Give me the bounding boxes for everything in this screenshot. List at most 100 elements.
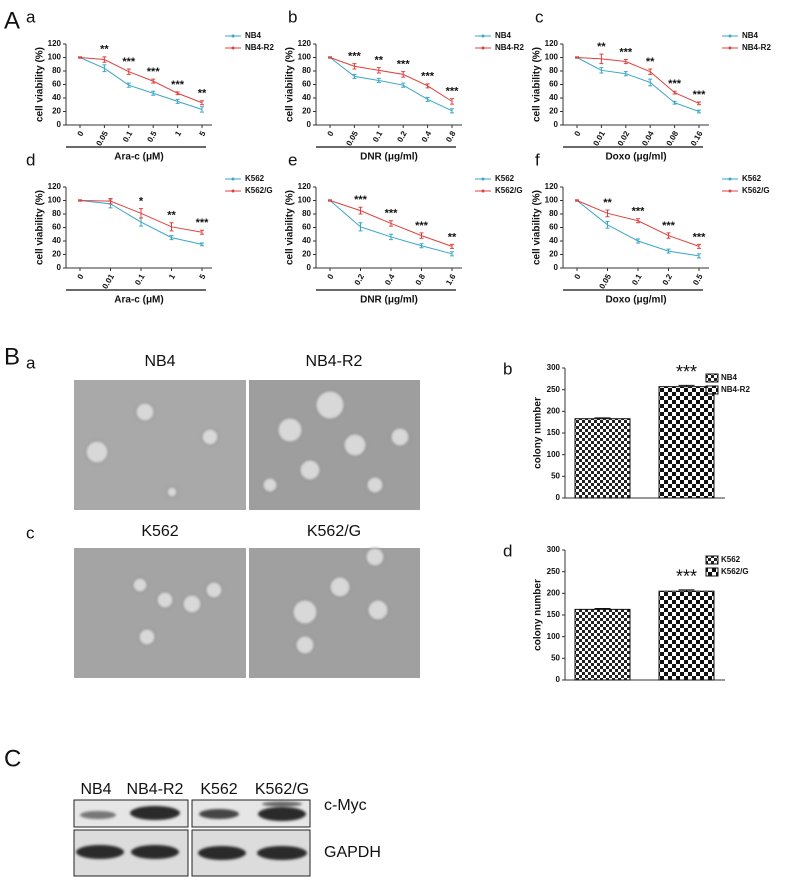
x-tick-label: 0	[573, 129, 583, 138]
legend-label: K562	[245, 174, 265, 183]
section-label: B	[4, 343, 20, 370]
section-label: C	[4, 745, 21, 772]
x-tick-label: 5	[198, 129, 208, 138]
error-bar	[139, 208, 143, 219]
legend-label: K562/G	[721, 567, 749, 576]
significance: ***	[348, 50, 362, 62]
x-tick-label: 0.5	[145, 129, 159, 144]
y-tick-label: 0	[307, 120, 312, 129]
legend-label: K562/G	[742, 186, 770, 195]
micrograph-title: K562/G	[307, 523, 361, 540]
error-bar	[169, 222, 174, 232]
legend-label: K562	[721, 555, 741, 564]
y-tick-label: 150	[547, 428, 561, 437]
x-tick-label: 0.02	[616, 129, 632, 147]
line-series	[79, 57, 203, 104]
y-axis-label: cell viability (%)	[285, 190, 296, 265]
x-tick-label: 0	[326, 129, 336, 138]
y-tick-label: 80	[302, 66, 311, 75]
y-tick-label: 20	[549, 107, 558, 116]
y-tick-label: 50	[551, 471, 560, 480]
error-bar	[102, 64, 107, 73]
significance: ***	[415, 220, 429, 232]
y-tick-label: 100	[545, 196, 559, 205]
y-tick-label: 80	[52, 66, 61, 75]
legend-marker	[728, 34, 732, 38]
y-axis-label: cell viability (%)	[532, 47, 543, 122]
legend-marker	[481, 189, 485, 193]
x-axis-label: DNR (μg/ml)	[360, 295, 418, 306]
y-tick-label: 40	[52, 236, 61, 245]
micrograph-title: NB4	[144, 353, 175, 370]
error-bar	[666, 248, 671, 254]
x-tick-label: 0.8	[444, 129, 458, 144]
y-tick-label: 0	[57, 263, 62, 272]
x-tick-label: 1.6	[444, 272, 458, 287]
y-tick-label: 100	[547, 632, 561, 641]
x-tick-label: 0	[573, 272, 583, 281]
x-tick-label: 0.2	[661, 272, 675, 287]
error-bar	[450, 108, 454, 114]
panel-label: f	[535, 150, 540, 169]
significance: ***	[662, 220, 676, 232]
y-tick-label: 20	[52, 250, 61, 259]
error-bar	[575, 56, 579, 59]
legend-label: NB4-R2	[721, 385, 750, 394]
y-tick-label: 0	[554, 263, 559, 272]
error-bar	[678, 384, 695, 387]
error-bar	[108, 197, 113, 205]
error-bar	[200, 100, 204, 106]
lane-label: K562	[200, 781, 237, 798]
error-bar	[352, 63, 357, 70]
micrograph-title: K562	[141, 523, 178, 540]
error-bar	[200, 242, 204, 247]
protein-label: c-Myc	[324, 797, 367, 814]
error-bar	[401, 82, 406, 88]
y-tick-label: 60	[302, 80, 311, 89]
panel-label: e	[288, 150, 297, 169]
y-tick-label: 300	[547, 363, 561, 372]
significance: **	[375, 55, 384, 67]
error-bar	[678, 589, 695, 592]
legend-marker	[481, 177, 485, 181]
error-bar	[623, 71, 628, 77]
x-tick-label: 0.16	[689, 129, 705, 147]
panel-label: d	[26, 150, 35, 169]
y-tick-label: 100	[48, 196, 62, 205]
significance: ***	[122, 56, 136, 68]
x-tick-label: 0.8	[414, 272, 428, 287]
panel-label: a	[26, 7, 36, 26]
x-tick-label: 0.05	[597, 272, 613, 290]
y-tick-label: 20	[549, 250, 558, 259]
error-bar	[697, 109, 701, 114]
panel-label: b	[503, 359, 512, 378]
y-tick-label: 50	[551, 653, 560, 662]
y-axis-label: cell viability (%)	[532, 190, 543, 265]
significance: ***	[147, 66, 161, 78]
error-bar	[126, 82, 131, 88]
legend-marker	[231, 177, 235, 181]
legend-marker	[728, 177, 732, 181]
significance: ***	[693, 231, 707, 243]
y-axis-label: cell viability (%)	[35, 47, 46, 122]
significance: ***	[619, 46, 633, 58]
x-axis-label: Doxo (μg/ml)	[605, 295, 666, 306]
error-bar	[139, 217, 143, 227]
legend-label: NB4-R2	[245, 43, 274, 52]
y-axis-label: colony number	[533, 397, 544, 469]
significance: ***	[668, 78, 682, 90]
y-tick-label: 60	[302, 223, 311, 232]
legend-label: NB4-R2	[495, 43, 524, 52]
legend-marker	[481, 46, 485, 50]
y-tick-label: 80	[549, 209, 558, 218]
error-bar	[151, 78, 156, 84]
error-bar	[151, 90, 156, 96]
error-bar	[672, 90, 677, 95]
x-tick-label: 0.1	[121, 129, 135, 144]
x-axis-label: DNR (μg/ml)	[360, 152, 418, 163]
error-bar	[672, 100, 677, 105]
panel-label: d	[503, 541, 512, 560]
x-tick-label: 0.4	[383, 272, 397, 287]
significance: ***	[693, 89, 707, 101]
